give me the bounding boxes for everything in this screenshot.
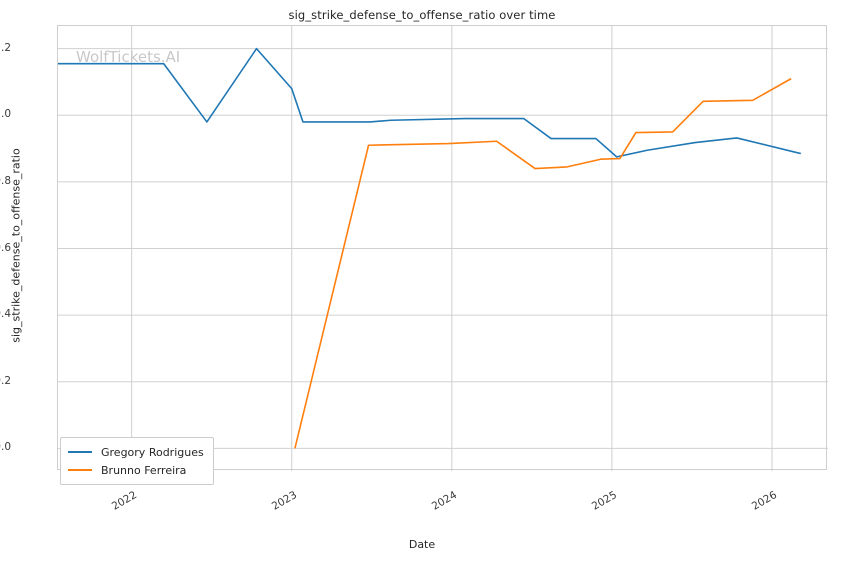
x-tick-label-4: 2026	[749, 489, 779, 513]
watermark-text: WolfTickets.AI	[76, 48, 181, 66]
y-axis-label: sig_strike_defense_to_offense_ratio	[9, 148, 23, 343]
chart-legend[interactable]: Gregory Rodrigues Brunno Ferreira	[60, 437, 214, 485]
legend-item-2[interactable]: Brunno Ferreira	[68, 461, 204, 479]
gridlines	[58, 26, 828, 471]
x-tick-label-0: 2022	[109, 489, 139, 513]
chart-title: sig_strike_defense_to_offense_ratio over…	[288, 8, 556, 22]
x-axis-label: Date	[408, 538, 436, 551]
legend-label-1: Gregory Rodrigues	[101, 445, 204, 459]
x-tick-label-1: 2023	[269, 489, 299, 513]
y-tick-label-4: 0.8	[0, 174, 11, 187]
watermark-layer: WolfTickets.AI	[58, 26, 828, 471]
y-tick-label-2: 0.4	[0, 308, 11, 321]
series-line-2	[294, 77, 792, 449]
series-lines	[58, 47, 801, 449]
legend-swatch-1	[68, 451, 92, 453]
series-line-1	[58, 47, 801, 158]
plot-area: WolfTickets.AI	[57, 25, 828, 471]
legend-swatch-2	[68, 469, 92, 471]
legend-label-2: Brunno Ferreira	[101, 463, 187, 477]
x-tick-label-3: 2025	[589, 489, 619, 513]
x-tick-label-2: 2024	[429, 489, 459, 513]
y-tick-label-6: 1.2	[0, 41, 11, 54]
y-tick-label-0: 0.0	[0, 441, 11, 454]
legend-item-1[interactable]: Gregory Rodrigues	[68, 443, 204, 461]
y-tick-label-1: 0.2	[0, 374, 11, 387]
y-tick-label-5: 1.0	[0, 108, 11, 121]
y-tick-label-3: 0.6	[0, 241, 11, 254]
